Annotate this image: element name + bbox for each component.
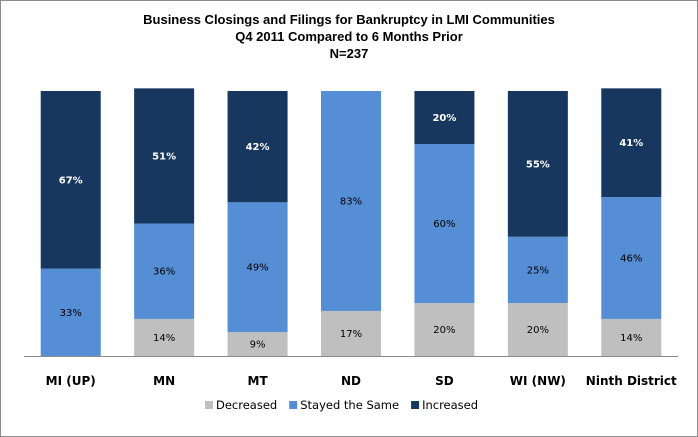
- bar-nd-decreased: [321, 310, 381, 356]
- bar-mt-decreased: [227, 332, 288, 356]
- data-label-mi-up-increased: 67%: [59, 175, 83, 186]
- x-tick-label-nd: ND: [341, 374, 361, 388]
- plot-area: 33% 67% MI (UP) 14% 36% 51% MN 9% 49% 42% MT 17% 83%…: [24, 88, 678, 388]
- bar-mn-stayed-the-same: [134, 223, 195, 319]
- bar-ninth-district-decreased: [601, 318, 662, 356]
- chart-title-line-1: Business Closings and Filings for Bankru…: [143, 12, 555, 27]
- x-tick-label-mn: MN: [153, 374, 175, 388]
- data-label-mi-up-stayed-the-same: 33%: [60, 308, 82, 319]
- data-label-sd-increased: 20%: [432, 113, 456, 124]
- bar-ninth-district-stayed-the-same: [601, 197, 662, 319]
- legend: Decreased Stayed the Same Increased: [205, 398, 478, 412]
- chart-title-line-2: Q4 2011 Compared to 6 Months Prior: [235, 29, 463, 44]
- data-label-mt-stayed-the-same: 49%: [246, 263, 268, 274]
- data-label-nd-decreased: 17%: [340, 329, 362, 340]
- bar-mi-up-increased: [40, 91, 101, 269]
- data-label-ninth-district-stayed-the-same: 46%: [620, 253, 642, 264]
- bar-wi-nw-increased: [507, 91, 568, 237]
- legend-label-increased: Increased: [422, 398, 478, 412]
- data-label-ninth-district-decreased: 14%: [620, 333, 642, 344]
- bar-sd-decreased: [414, 303, 475, 356]
- bar-mn-increased: [134, 88, 195, 224]
- chart-title-line-3: N=237: [329, 46, 369, 61]
- data-label-wi-nw-increased: 55%: [526, 159, 550, 170]
- bar-mn-decreased: [134, 318, 195, 356]
- data-label-ninth-district-increased: 41%: [619, 138, 643, 149]
- bar-mi-up-stayed-the-same: [40, 268, 101, 356]
- chart-title: Business Closings and Filings for Bankru…: [1, 11, 697, 62]
- data-label-wi-nw-decreased: 20%: [527, 325, 549, 336]
- bar-sd-stayed-the-same: [414, 144, 475, 303]
- legend-swatch-decreased: [205, 401, 213, 409]
- legend-swatch-increased: [411, 401, 420, 409]
- bar-mt-stayed-the-same: [227, 202, 288, 333]
- bar-ninth-district-increased: [601, 88, 662, 197]
- bar-nd-stayed-the-same: [321, 91, 381, 311]
- data-label-wi-nw-stayed-the-same: 25%: [527, 265, 549, 276]
- data-label-nd-stayed-the-same: 83%: [340, 196, 362, 207]
- bar-sd-increased: [414, 91, 475, 144]
- bar-wi-nw-decreased: [507, 303, 568, 356]
- x-tick-label-mt: MT: [248, 374, 269, 388]
- data-label-sd-decreased: 20%: [433, 325, 455, 336]
- bar-wi-nw-stayed-the-same: [507, 236, 568, 303]
- data-label-mn-increased: 51%: [152, 151, 176, 162]
- x-tick-label-wi-nw: WI (NW): [510, 374, 566, 388]
- bar-mt-increased: [227, 91, 288, 203]
- data-label-mt-increased: 42%: [246, 142, 270, 153]
- data-label-mn-stayed-the-same: 36%: [153, 267, 175, 278]
- legend-label-stayed-the-same: Stayed the Same: [300, 398, 399, 412]
- data-label-mn-decreased: 14%: [153, 333, 175, 344]
- x-tick-label-mi-up: MI (UP): [46, 374, 96, 388]
- legend-swatch-stayed-the-same: [289, 401, 298, 409]
- x-tick-label-ninth-district: Ninth District: [586, 374, 677, 388]
- legend-label-decreased: Decreased: [216, 398, 277, 412]
- x-tick-label-sd: SD: [435, 374, 454, 388]
- data-label-mt-decreased: 9%: [250, 340, 266, 351]
- data-label-sd-stayed-the-same: 60%: [433, 219, 455, 230]
